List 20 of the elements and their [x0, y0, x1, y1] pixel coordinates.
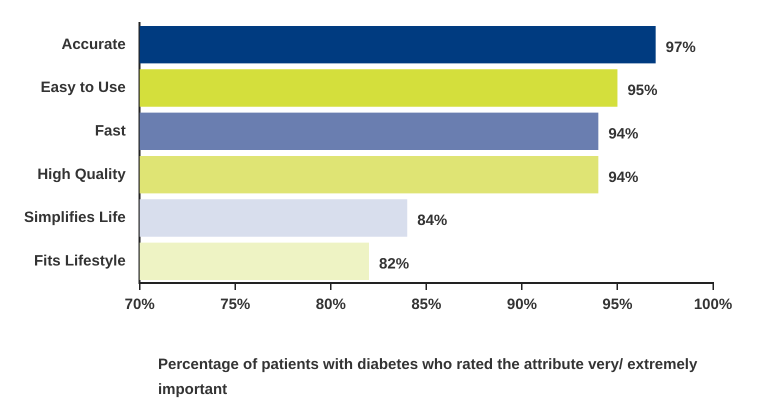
data-label: 94% — [608, 168, 638, 186]
data-label: 82% — [379, 255, 410, 272]
y-tick-label: Simplifies Life — [24, 209, 126, 226]
x-tick-label: 80% — [316, 296, 346, 314]
x-tick-label: 90% — [506, 296, 537, 314]
x-tick-label: 85% — [411, 296, 442, 314]
y-tick-label: Fast — [94, 122, 126, 140]
data-label: 94% — [608, 125, 638, 142]
x-tick-label: 75% — [220, 296, 250, 314]
x-tick-label: 95% — [602, 296, 632, 314]
y-tick-label: Accurate — [61, 36, 126, 53]
y-tick-label: Fits Lifestyle — [34, 252, 126, 270]
data-label: 84% — [417, 212, 448, 230]
y-tick-label: High Quality — [37, 166, 126, 183]
x-tick-label: 70% — [124, 296, 155, 314]
x-tick-label: 100% — [694, 296, 732, 314]
x-axis-title: Percentage of patients with diabetes who rated the attribute very/ extremely important — [158, 355, 698, 400]
y-tick-label: Easy to Use — [40, 79, 126, 96]
data-label: 95% — [627, 82, 658, 100]
data-label: 97% — [666, 38, 696, 56]
